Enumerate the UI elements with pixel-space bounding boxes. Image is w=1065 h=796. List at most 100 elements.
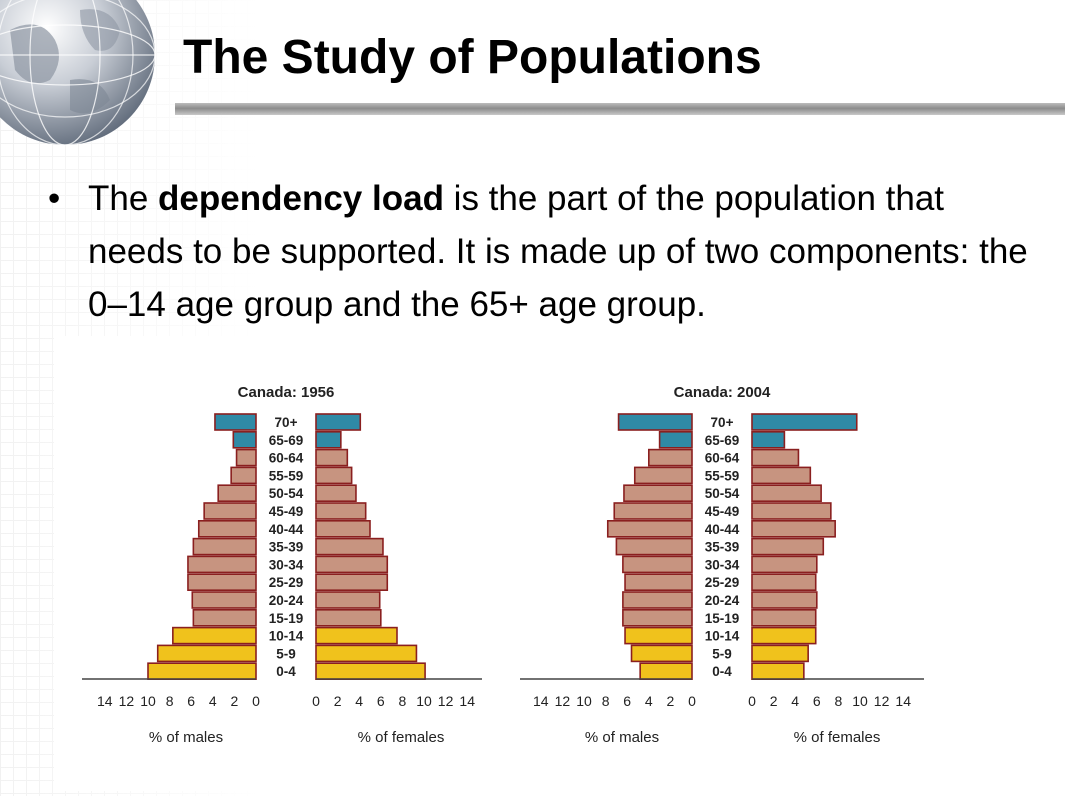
- female-bar: [315, 591, 381, 609]
- female-tick-label: 14: [895, 693, 911, 709]
- female-bar: [315, 448, 349, 467]
- female-tick-label: 6: [377, 693, 385, 709]
- male-bar: [647, 448, 693, 467]
- male-bar: [658, 431, 693, 449]
- female-bar: [315, 573, 389, 591]
- age-group-label: 45-49: [705, 504, 740, 519]
- age-group-label: 70+: [275, 415, 298, 430]
- age-group-label: 65-69: [269, 433, 304, 448]
- age-group-label: 0-4: [276, 664, 296, 679]
- female-bar: [751, 573, 817, 591]
- female-bar: [315, 662, 426, 681]
- age-group-label: 55-59: [705, 468, 740, 483]
- bullet-item: • The dependency load is the part of the…: [48, 172, 1033, 331]
- male-bar: [633, 466, 693, 485]
- age-group-label: 60-64: [705, 451, 740, 466]
- age-group-label: 20-24: [269, 593, 304, 608]
- age-group-label: 25-29: [269, 575, 304, 590]
- slide-title: The Study of Populations: [183, 31, 762, 84]
- age-group-label: 5-9: [276, 646, 296, 661]
- age-group-label: 40-44: [269, 522, 304, 537]
- age-group-label: 35-39: [269, 540, 304, 555]
- age-group-label: 10-14: [269, 629, 304, 644]
- bullet-marker: •: [48, 179, 61, 218]
- age-group-label: 5-9: [712, 646, 732, 661]
- male-tick-label: 8: [166, 693, 174, 709]
- male-bar: [615, 537, 693, 556]
- male-axis-label: % of males: [585, 729, 659, 746]
- male-bar: [622, 591, 693, 609]
- male-bar: [624, 573, 693, 591]
- male-bar: [624, 626, 693, 645]
- age-group-label: 25-29: [705, 575, 740, 590]
- male-tick-label: 14: [533, 693, 549, 709]
- female-bar: [751, 448, 800, 467]
- female-tick-label: 4: [791, 693, 799, 709]
- male-bar: [622, 608, 693, 627]
- male-tick-label: 2: [231, 693, 239, 709]
- male-bar: [217, 484, 257, 502]
- male-bar: [613, 502, 693, 520]
- age-group-label: 30-34: [705, 557, 740, 572]
- age-group-label: 45-49: [269, 504, 304, 519]
- female-bar: [315, 608, 382, 627]
- age-group-label: 60-64: [269, 451, 304, 466]
- male-tick-label: 0: [252, 693, 260, 709]
- male-bar: [230, 466, 257, 485]
- female-tick-label: 6: [813, 693, 821, 709]
- female-tick-label: 14: [459, 693, 475, 709]
- female-tick-label: 12: [438, 693, 454, 709]
- female-bar: [315, 520, 371, 538]
- female-tick-label: 8: [399, 693, 407, 709]
- male-bar: [187, 573, 257, 591]
- female-tick-label: 0: [312, 693, 320, 709]
- female-tick-label: 10: [852, 693, 868, 709]
- age-group-label: 30-34: [269, 557, 304, 572]
- female-tick-label: 0: [748, 693, 756, 709]
- female-bar: [751, 431, 786, 449]
- female-bar: [751, 644, 809, 663]
- female-bar: [315, 644, 418, 663]
- globe-logo: [0, 0, 156, 146]
- male-bar: [203, 502, 257, 520]
- male-tick-label: 6: [187, 693, 195, 709]
- age-group-label: 15-19: [705, 611, 740, 626]
- female-bar: [315, 484, 357, 502]
- age-group-label: 40-44: [705, 522, 740, 537]
- female-bar: [315, 555, 389, 574]
- female-tick-label: 10: [416, 693, 432, 709]
- male-tick-label: 0: [688, 693, 696, 709]
- male-bar: [214, 413, 257, 431]
- male-bar: [623, 484, 693, 502]
- male-bar: [235, 448, 257, 467]
- female-tick-label: 8: [835, 693, 843, 709]
- male-tick-label: 14: [97, 693, 113, 709]
- female-bar: [751, 537, 825, 556]
- female-bar: [751, 502, 832, 520]
- chart-title: Canada: 1956: [238, 384, 335, 401]
- bullet-body: The dependency load is the part of the p…: [48, 172, 1033, 331]
- female-axis-label: % of females: [794, 729, 881, 746]
- male-bar: [617, 413, 693, 431]
- male-tick-label: 12: [555, 693, 571, 709]
- female-bar: [315, 537, 384, 556]
- female-bar: [751, 413, 858, 431]
- male-bar: [232, 431, 257, 449]
- female-bar: [315, 502, 367, 520]
- male-tick-label: 10: [140, 693, 156, 709]
- age-group-label: 35-39: [705, 540, 740, 555]
- female-tick-label: 2: [770, 693, 778, 709]
- male-tick-label: 4: [209, 693, 217, 709]
- female-bar: [751, 626, 817, 645]
- age-group-label: 65-69: [705, 433, 740, 448]
- bullet-text-before: The: [88, 179, 159, 218]
- male-axis-label: % of males: [149, 729, 223, 746]
- age-group-label: 0-4: [712, 664, 732, 679]
- female-bar: [315, 431, 342, 449]
- population-pyramids: Canada: 1956 70+ 65-69 60-64 55-59 50-54 45-49…: [82, 384, 924, 746]
- female-bar: [315, 626, 398, 645]
- female-bar: [751, 484, 822, 502]
- female-tick-label: 12: [874, 693, 890, 709]
- female-bar: [315, 413, 362, 431]
- male-bar: [630, 644, 693, 663]
